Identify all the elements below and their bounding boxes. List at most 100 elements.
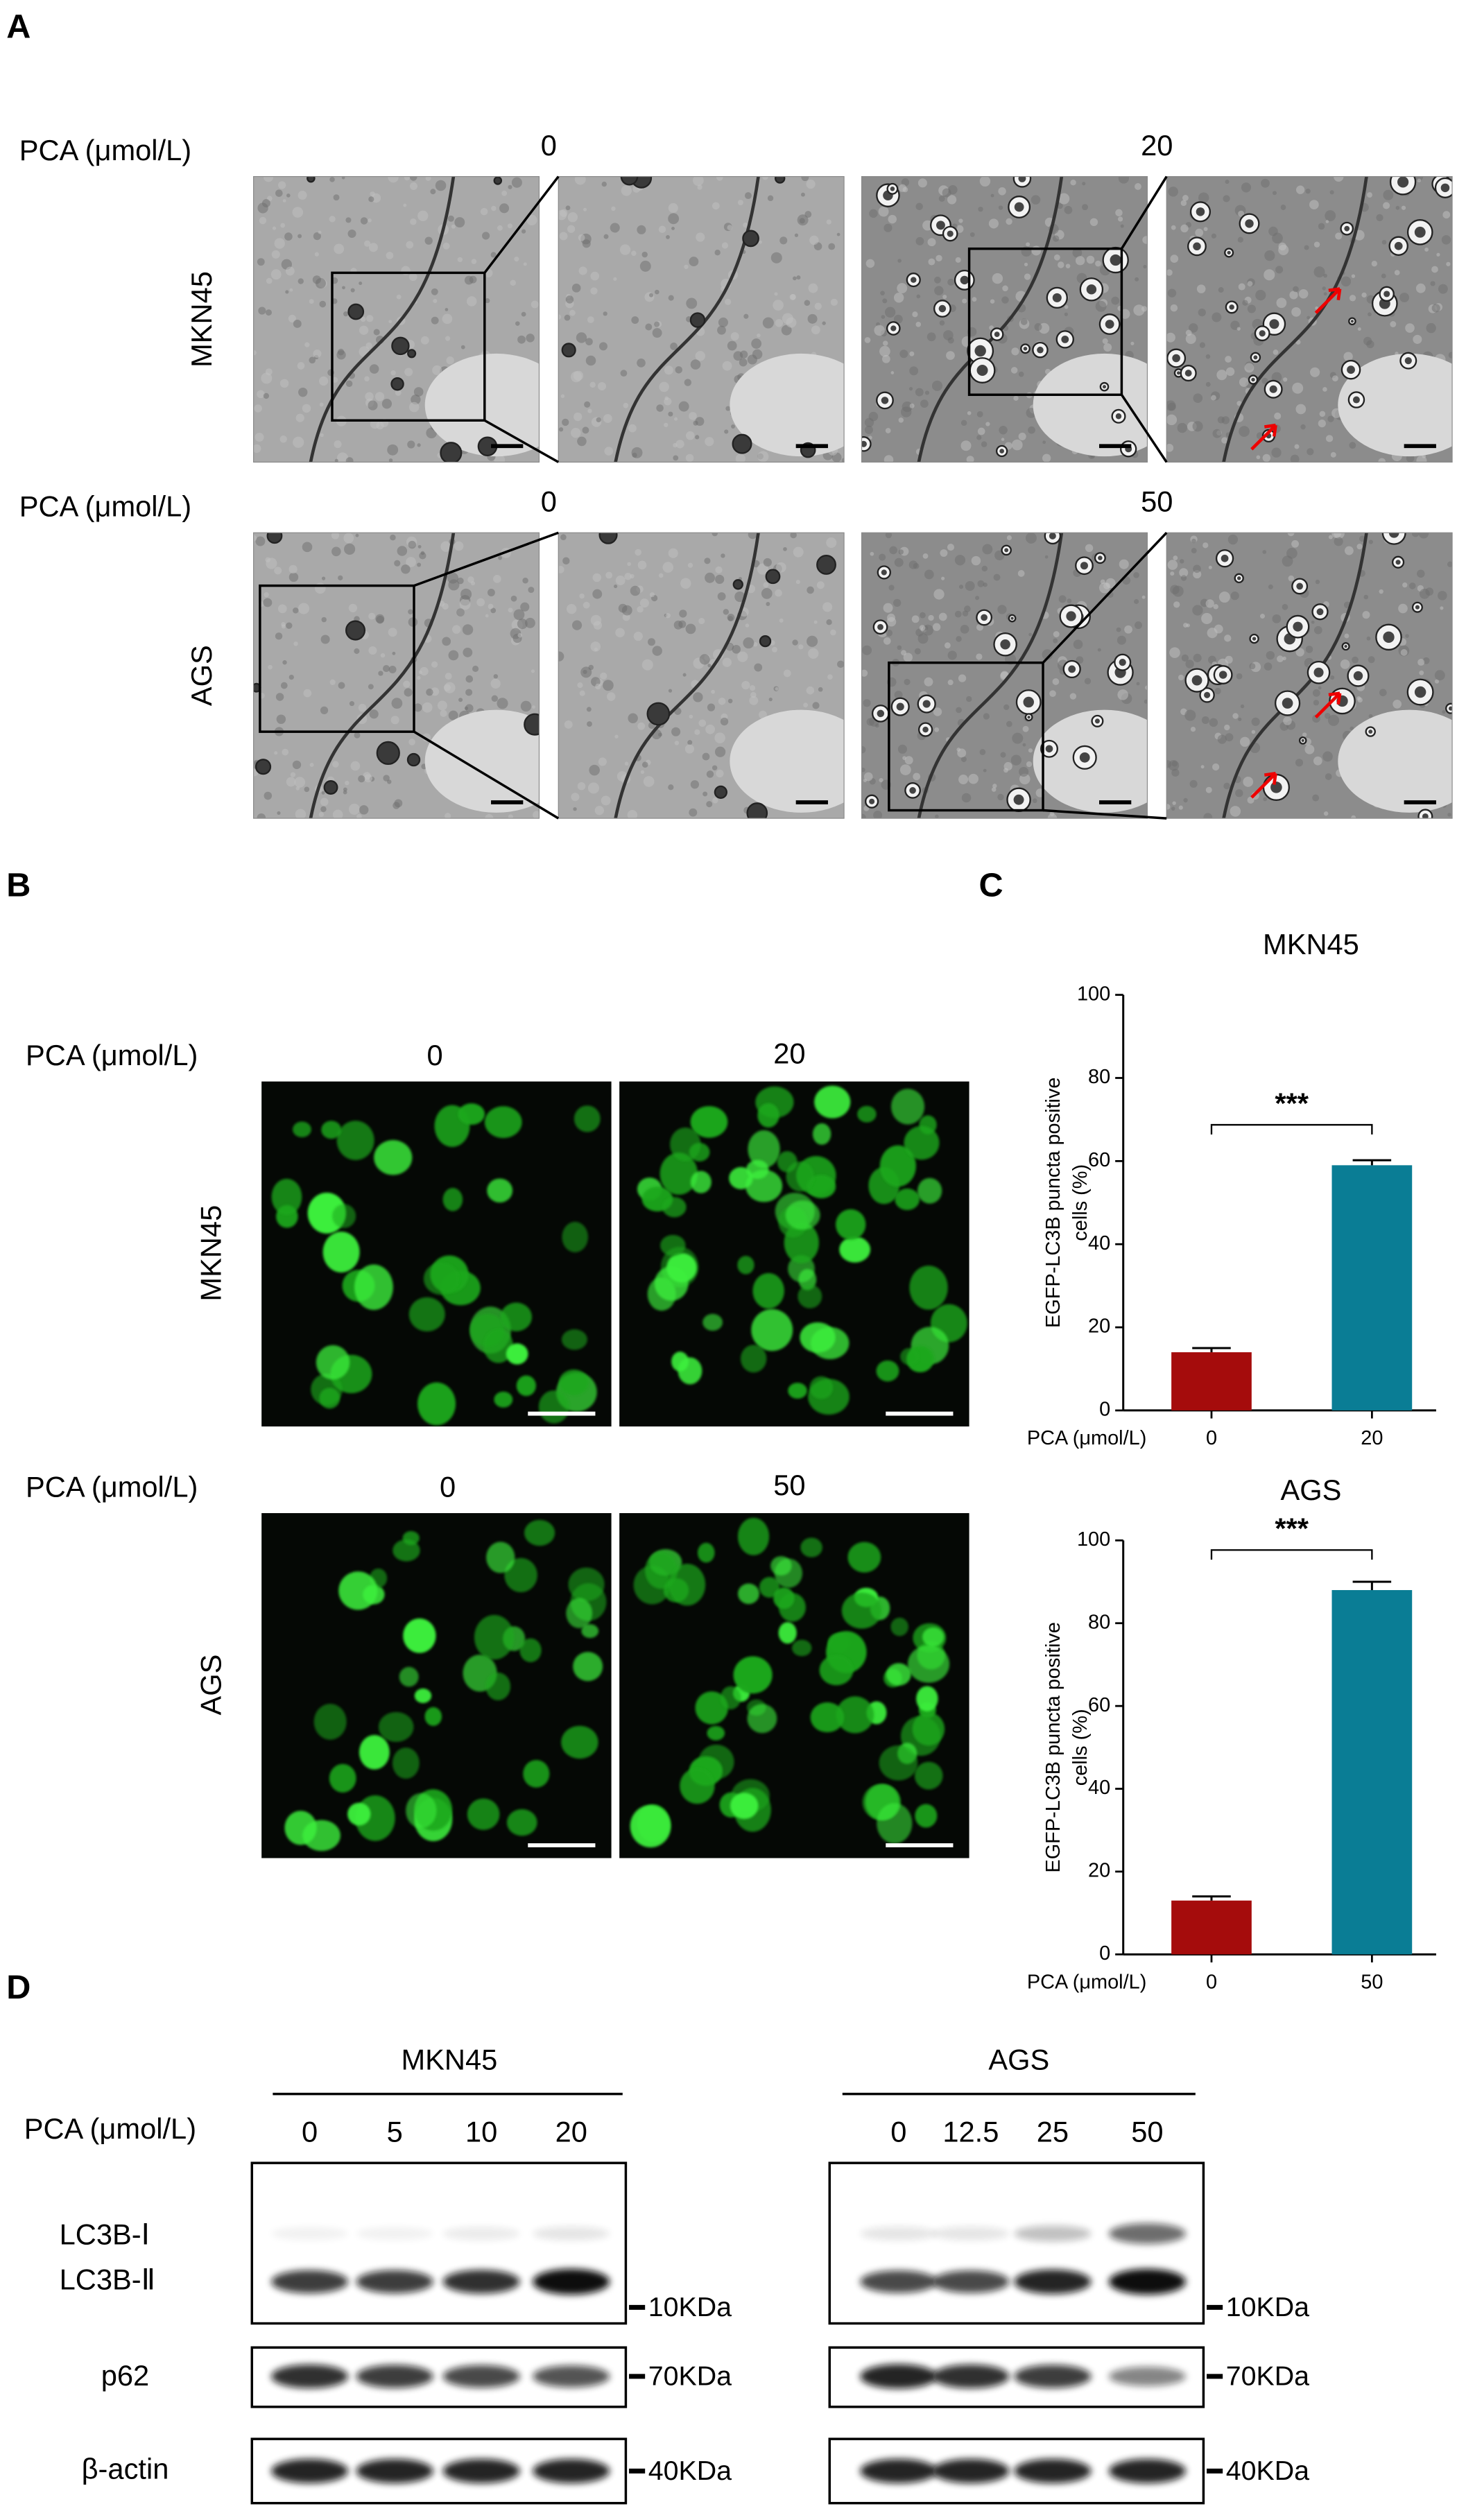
fl-cell	[738, 1583, 759, 1605]
em-texture	[1211, 395, 1216, 401]
em-texture	[1399, 293, 1409, 302]
em-texture	[1292, 382, 1304, 394]
em-texture	[285, 290, 289, 294]
fl-cell	[702, 1313, 723, 1331]
em-texture	[904, 678, 911, 686]
em-vesicle	[391, 336, 410, 356]
em-texture	[1201, 612, 1213, 625]
em-texture	[885, 533, 893, 539]
em-core	[1252, 637, 1257, 641]
em-texture	[1198, 309, 1206, 317]
fl-cell	[904, 1125, 940, 1160]
em-texture	[1440, 606, 1444, 610]
em-texture	[1095, 260, 1101, 267]
em-texture	[528, 587, 535, 594]
em-texture	[266, 277, 273, 284]
em-core	[1344, 225, 1350, 232]
em-texture	[631, 316, 639, 325]
fl-cell	[483, 1329, 514, 1363]
em-texture	[338, 575, 343, 580]
fl-cell	[751, 1309, 793, 1352]
em-texture	[564, 720, 573, 729]
em-texture	[664, 422, 669, 427]
em-texture	[1170, 254, 1179, 264]
fl-cell	[403, 1618, 436, 1653]
em-texture	[1124, 625, 1132, 634]
em-texture	[801, 192, 805, 197]
em-texture	[314, 582, 326, 594]
em-texture	[1357, 327, 1361, 331]
blot-band	[1108, 2268, 1186, 2295]
em-texture	[1198, 192, 1209, 203]
em-texture	[1018, 371, 1024, 377]
em-texture	[1447, 561, 1453, 567]
panel-label: B	[6, 866, 31, 904]
em-texture	[976, 653, 983, 660]
em-texture	[684, 744, 694, 754]
bar	[1331, 1589, 1413, 1955]
treatment-label: PCA (μmol/L)	[19, 490, 191, 523]
em-texture	[466, 296, 477, 307]
em-texture	[673, 442, 678, 448]
em-texture	[941, 576, 945, 580]
em-texture	[1166, 760, 1172, 768]
em-texture	[655, 289, 659, 295]
marker-label: 70KDa	[1226, 2361, 1309, 2392]
em-texture	[442, 637, 451, 646]
fl-cell	[900, 1347, 920, 1365]
em-texture	[1003, 704, 1010, 710]
em-texture	[881, 315, 886, 319]
em-texture	[1446, 261, 1451, 266]
em-texture	[1042, 454, 1051, 463]
em-texture	[482, 232, 490, 240]
em-texture	[1238, 717, 1242, 721]
em-texture	[685, 623, 696, 635]
em-texture	[447, 215, 454, 222]
bar	[1171, 1900, 1252, 1955]
em-texture	[448, 650, 459, 661]
em-texture	[579, 690, 585, 696]
em-texture	[983, 713, 990, 720]
em-texture	[972, 297, 977, 302]
group-label: MKN45	[401, 2043, 497, 2075]
em-texture	[759, 710, 767, 719]
em-texture	[603, 234, 609, 239]
em-texture	[947, 680, 954, 686]
em-texture	[822, 321, 826, 325]
em-core	[1023, 346, 1028, 351]
em-texture	[320, 806, 327, 813]
em-texture	[365, 342, 372, 349]
em-vesicle	[345, 620, 366, 641]
em-texture	[1417, 658, 1425, 666]
em-texture	[1307, 448, 1314, 456]
em-texture	[406, 241, 414, 249]
em-texture	[589, 381, 596, 388]
em-texture	[1203, 227, 1208, 232]
em-texture	[1272, 614, 1282, 623]
em-texture	[1271, 372, 1282, 383]
em-texture	[383, 775, 390, 782]
em-texture	[531, 669, 535, 673]
em-texture	[1302, 732, 1307, 737]
blot-band	[271, 2458, 349, 2483]
red-arrow	[1250, 772, 1277, 799]
em-texture	[497, 225, 503, 231]
em-texture	[1142, 236, 1148, 244]
blot-band	[1014, 2365, 1092, 2388]
em-texture	[1238, 283, 1245, 291]
em-texture	[1419, 670, 1424, 675]
em-texture	[1053, 254, 1060, 261]
em-texture	[687, 740, 693, 745]
em-texture	[1178, 674, 1184, 681]
em-texture	[734, 591, 745, 603]
em-texture	[1144, 699, 1148, 704]
fl-cell	[399, 1666, 419, 1687]
em-texture	[1379, 689, 1387, 697]
em-frame	[1166, 175, 1453, 463]
em-texture	[606, 692, 616, 701]
fl-cell	[417, 1382, 456, 1426]
fl-cell	[730, 1793, 759, 1820]
em-texture	[388, 320, 393, 324]
em-texture	[693, 176, 704, 187]
y-axis-label: cells (%)	[1069, 1709, 1092, 1786]
